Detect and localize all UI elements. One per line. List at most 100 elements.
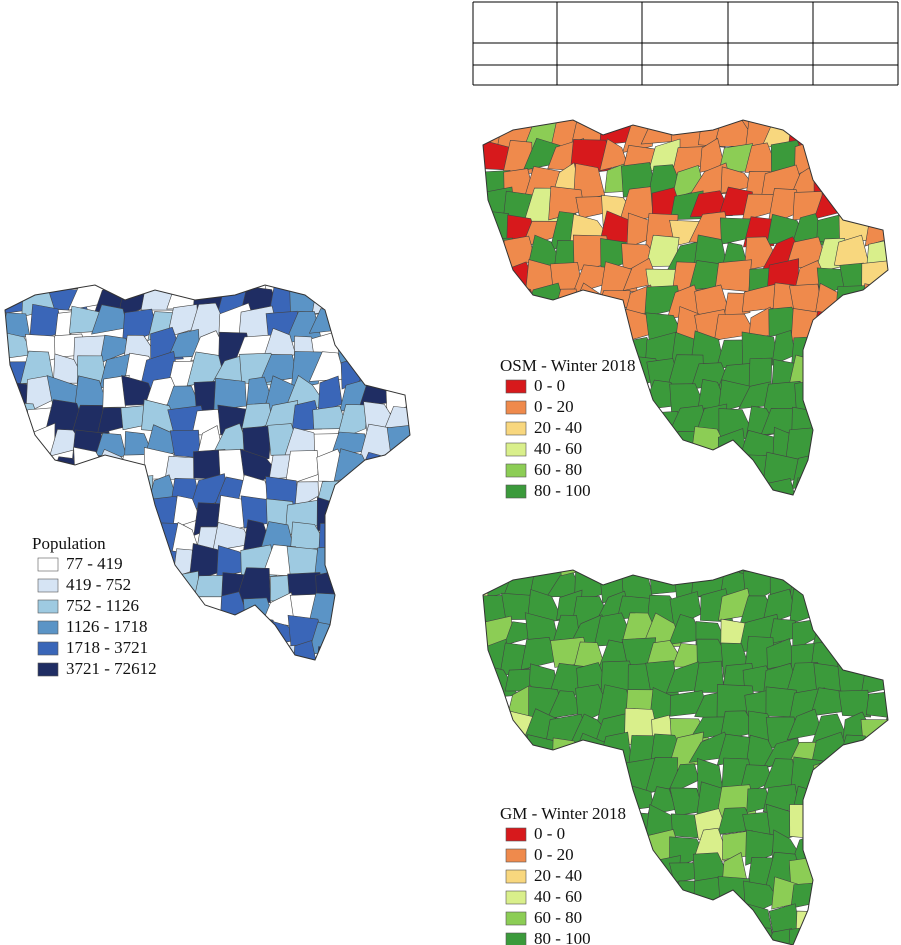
legend-label: 60 - 80 <box>534 908 582 927</box>
municipality <box>121 544 156 578</box>
municipality <box>862 570 888 604</box>
municipality <box>625 925 656 945</box>
municipality <box>837 590 874 628</box>
municipality <box>891 613 901 654</box>
municipality <box>338 476 369 507</box>
municipality <box>18 473 60 507</box>
municipality <box>358 594 391 623</box>
municipality <box>596 900 630 938</box>
municipality <box>592 476 637 495</box>
municipality <box>884 452 888 484</box>
municipality <box>595 831 632 865</box>
municipality <box>483 120 495 131</box>
legend-swatch <box>505 463 527 478</box>
municipality <box>1 667 33 705</box>
municipality <box>483 478 509 495</box>
municipality <box>0 667 14 702</box>
municipality <box>887 285 888 315</box>
municipality <box>601 454 636 492</box>
municipality <box>811 832 855 865</box>
municipality <box>883 877 888 917</box>
municipality <box>817 354 847 391</box>
municipality <box>835 779 877 819</box>
municipality <box>832 827 869 867</box>
legend-swatch <box>37 620 59 635</box>
municipality <box>222 614 256 649</box>
municipality <box>594 852 635 890</box>
municipality <box>338 499 373 533</box>
municipality <box>405 423 410 463</box>
municipality <box>813 502 849 532</box>
legend-label: 40 - 60 <box>534 887 582 906</box>
municipality <box>5 621 41 654</box>
municipality <box>864 877 888 919</box>
municipality <box>808 144 852 174</box>
municipality <box>891 663 901 699</box>
municipality <box>192 668 227 694</box>
municipality <box>379 621 410 646</box>
municipality <box>358 615 391 650</box>
municipality <box>736 903 773 941</box>
municipality <box>499 734 532 770</box>
municipality <box>336 576 370 604</box>
legend-label: 1126 - 1718 <box>66 617 148 636</box>
municipality <box>860 570 888 573</box>
municipality <box>866 141 888 180</box>
municipality <box>221 285 247 297</box>
municipality <box>810 120 855 153</box>
municipality <box>341 615 373 657</box>
municipality <box>168 622 198 657</box>
municipality <box>716 500 753 530</box>
municipality <box>379 519 410 553</box>
municipality <box>387 641 410 660</box>
legend-swatch <box>505 911 527 926</box>
municipality <box>889 640 901 667</box>
municipality <box>313 666 351 702</box>
municipality <box>483 856 485 884</box>
municipality <box>5 542 36 576</box>
municipality <box>501 758 544 790</box>
municipality <box>388 285 410 317</box>
municipality <box>861 591 888 625</box>
municipality <box>388 449 410 483</box>
municipality <box>838 639 873 673</box>
municipality <box>648 430 683 458</box>
municipality <box>191 596 227 627</box>
municipality <box>571 120 612 126</box>
municipality <box>860 121 888 155</box>
legend-label: 60 - 80 <box>534 460 582 479</box>
municipality <box>412 500 441 536</box>
municipality <box>789 804 826 840</box>
municipality <box>618 570 660 577</box>
municipality <box>311 289 345 315</box>
municipality <box>483 589 489 623</box>
municipality <box>856 612 888 655</box>
municipality <box>78 499 107 531</box>
municipality <box>671 456 711 490</box>
municipality <box>597 926 633 945</box>
municipality <box>211 641 254 660</box>
municipality <box>5 572 14 606</box>
municipality <box>596 426 638 465</box>
municipality <box>483 740 515 774</box>
municipality <box>292 285 329 288</box>
municipality <box>215 668 249 702</box>
municipality <box>834 570 879 600</box>
municipality <box>483 907 488 937</box>
municipality <box>385 310 410 341</box>
municipality <box>483 833 488 861</box>
municipality <box>5 643 38 660</box>
municipality <box>572 828 613 862</box>
municipality <box>5 643 17 660</box>
municipality <box>483 195 489 220</box>
municipality <box>833 165 877 196</box>
municipality <box>865 690 888 719</box>
municipality <box>858 192 888 221</box>
municipality <box>483 402 486 445</box>
municipality <box>835 615 875 651</box>
municipality <box>863 789 888 813</box>
municipality <box>880 831 888 861</box>
municipality <box>717 570 750 574</box>
municipality <box>884 120 888 154</box>
